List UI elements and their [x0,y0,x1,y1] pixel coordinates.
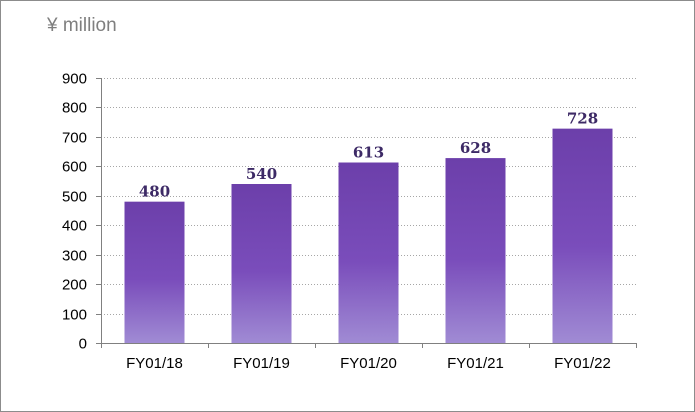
y-tick-label: 100 [62,307,87,324]
y-tick-label: 300 [62,248,87,265]
y-tick-labels: 0 100 200 300 400 500 600 700 800 900 [62,71,87,353]
y-tick-label: 700 [62,130,87,147]
bar [445,158,506,343]
x-tick-label: FY01/21 [447,355,504,372]
x-tick-label: FY01/20 [340,355,397,372]
x-tick-label: FY01/22 [554,355,611,372]
y-tick-label: 800 [62,100,87,117]
data-label: 480 [139,183,170,201]
y-tick-label: 600 [62,159,87,176]
bar [124,201,185,343]
y-tick-label: 200 [62,277,87,294]
y-tick-label: 500 [62,189,87,206]
unit-label: ¥ million [47,15,117,36]
x-tick-labels: FY01/18 FY01/19 FY01/20 FY01/21 FY01/22 [126,355,611,372]
x-tick-label: FY01/19 [233,355,290,372]
data-labels: 480 540 613 628 728 [139,110,598,201]
data-label: 728 [567,110,598,128]
data-label: 613 [353,144,384,162]
bars [124,128,613,343]
data-label: 540 [246,165,277,183]
y-tick-label: 900 [62,71,87,88]
data-label: 628 [460,139,491,157]
x-tick-label: FY01/18 [126,355,183,372]
y-tick-label: 0 [79,336,87,353]
bar [552,128,613,343]
bar [338,162,399,343]
y-tick-label: 400 [62,218,87,235]
axes [101,78,636,344]
bar [231,184,292,343]
